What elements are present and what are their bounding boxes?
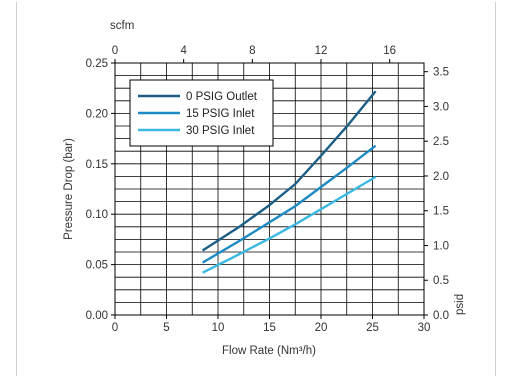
- y-tick-label: 0.20: [86, 108, 108, 120]
- x-tick-label: 10: [212, 322, 225, 334]
- y-tick-label: 0.05: [86, 260, 108, 272]
- x-tick-label: 0: [112, 322, 118, 334]
- x-tick-label: 25: [366, 322, 379, 334]
- series-lines: [201, 90, 377, 274]
- x-tick-label: 30: [418, 322, 431, 334]
- y-tick-label: 0.25: [86, 58, 108, 70]
- x2-tick-label: 8: [249, 45, 255, 57]
- x2-tick-label: 4: [180, 45, 187, 57]
- y2-tick-label: 1.0: [433, 240, 449, 252]
- series-line-3: [202, 175, 377, 274]
- x-tick-label: 20: [315, 322, 328, 334]
- y2-tick-label: 2.0: [433, 171, 449, 183]
- chart-frame: [16, 2, 496, 376]
- series-line-2: [201, 144, 377, 264]
- tick-labels: 0 5 10 15 20 25 30 0.00 0.05 0.10 0.15 0.20 0.25 0 4 8 1…: [86, 45, 449, 334]
- legend-label: 30 PSIG Inlet: [186, 125, 255, 137]
- y2-tick-label: 0.0: [433, 310, 449, 322]
- y2-axis-title: psid: [454, 294, 466, 315]
- y-tick-label: 0.15: [86, 159, 108, 171]
- series-line-1: [201, 90, 377, 252]
- y-tick-label: 0.00: [86, 310, 108, 322]
- y-axis-title: Pressure Drop (bar): [63, 138, 75, 240]
- legend-label: 15 PSIG Inlet: [186, 108, 255, 120]
- y2-tick-label: 0.5: [433, 275, 449, 287]
- y-tick-label: 0.10: [86, 209, 108, 221]
- legend: 0 PSIG Outlet 15 PSIG Inlet 30 PSIG Inlet: [129, 79, 274, 147]
- x2-tick-label: 12: [315, 45, 328, 57]
- x2-tick-label: 16: [383, 45, 396, 57]
- x-tick-label: 5: [163, 322, 169, 334]
- y2-tick-label: 1.5: [433, 206, 449, 218]
- y2-tick-label: 2.5: [433, 136, 449, 148]
- legend-label: 0 PSIG Outlet: [186, 91, 258, 103]
- y2-tick-label: 3.0: [433, 101, 449, 113]
- x-axis-title: Flow Rate (Nm³/h): [222, 345, 316, 357]
- x2-axis-title: scfm: [110, 20, 134, 32]
- x-tick-label: 15: [263, 322, 276, 334]
- x2-tick-label: 0: [112, 45, 118, 57]
- y2-tick-label: 3.5: [433, 67, 449, 79]
